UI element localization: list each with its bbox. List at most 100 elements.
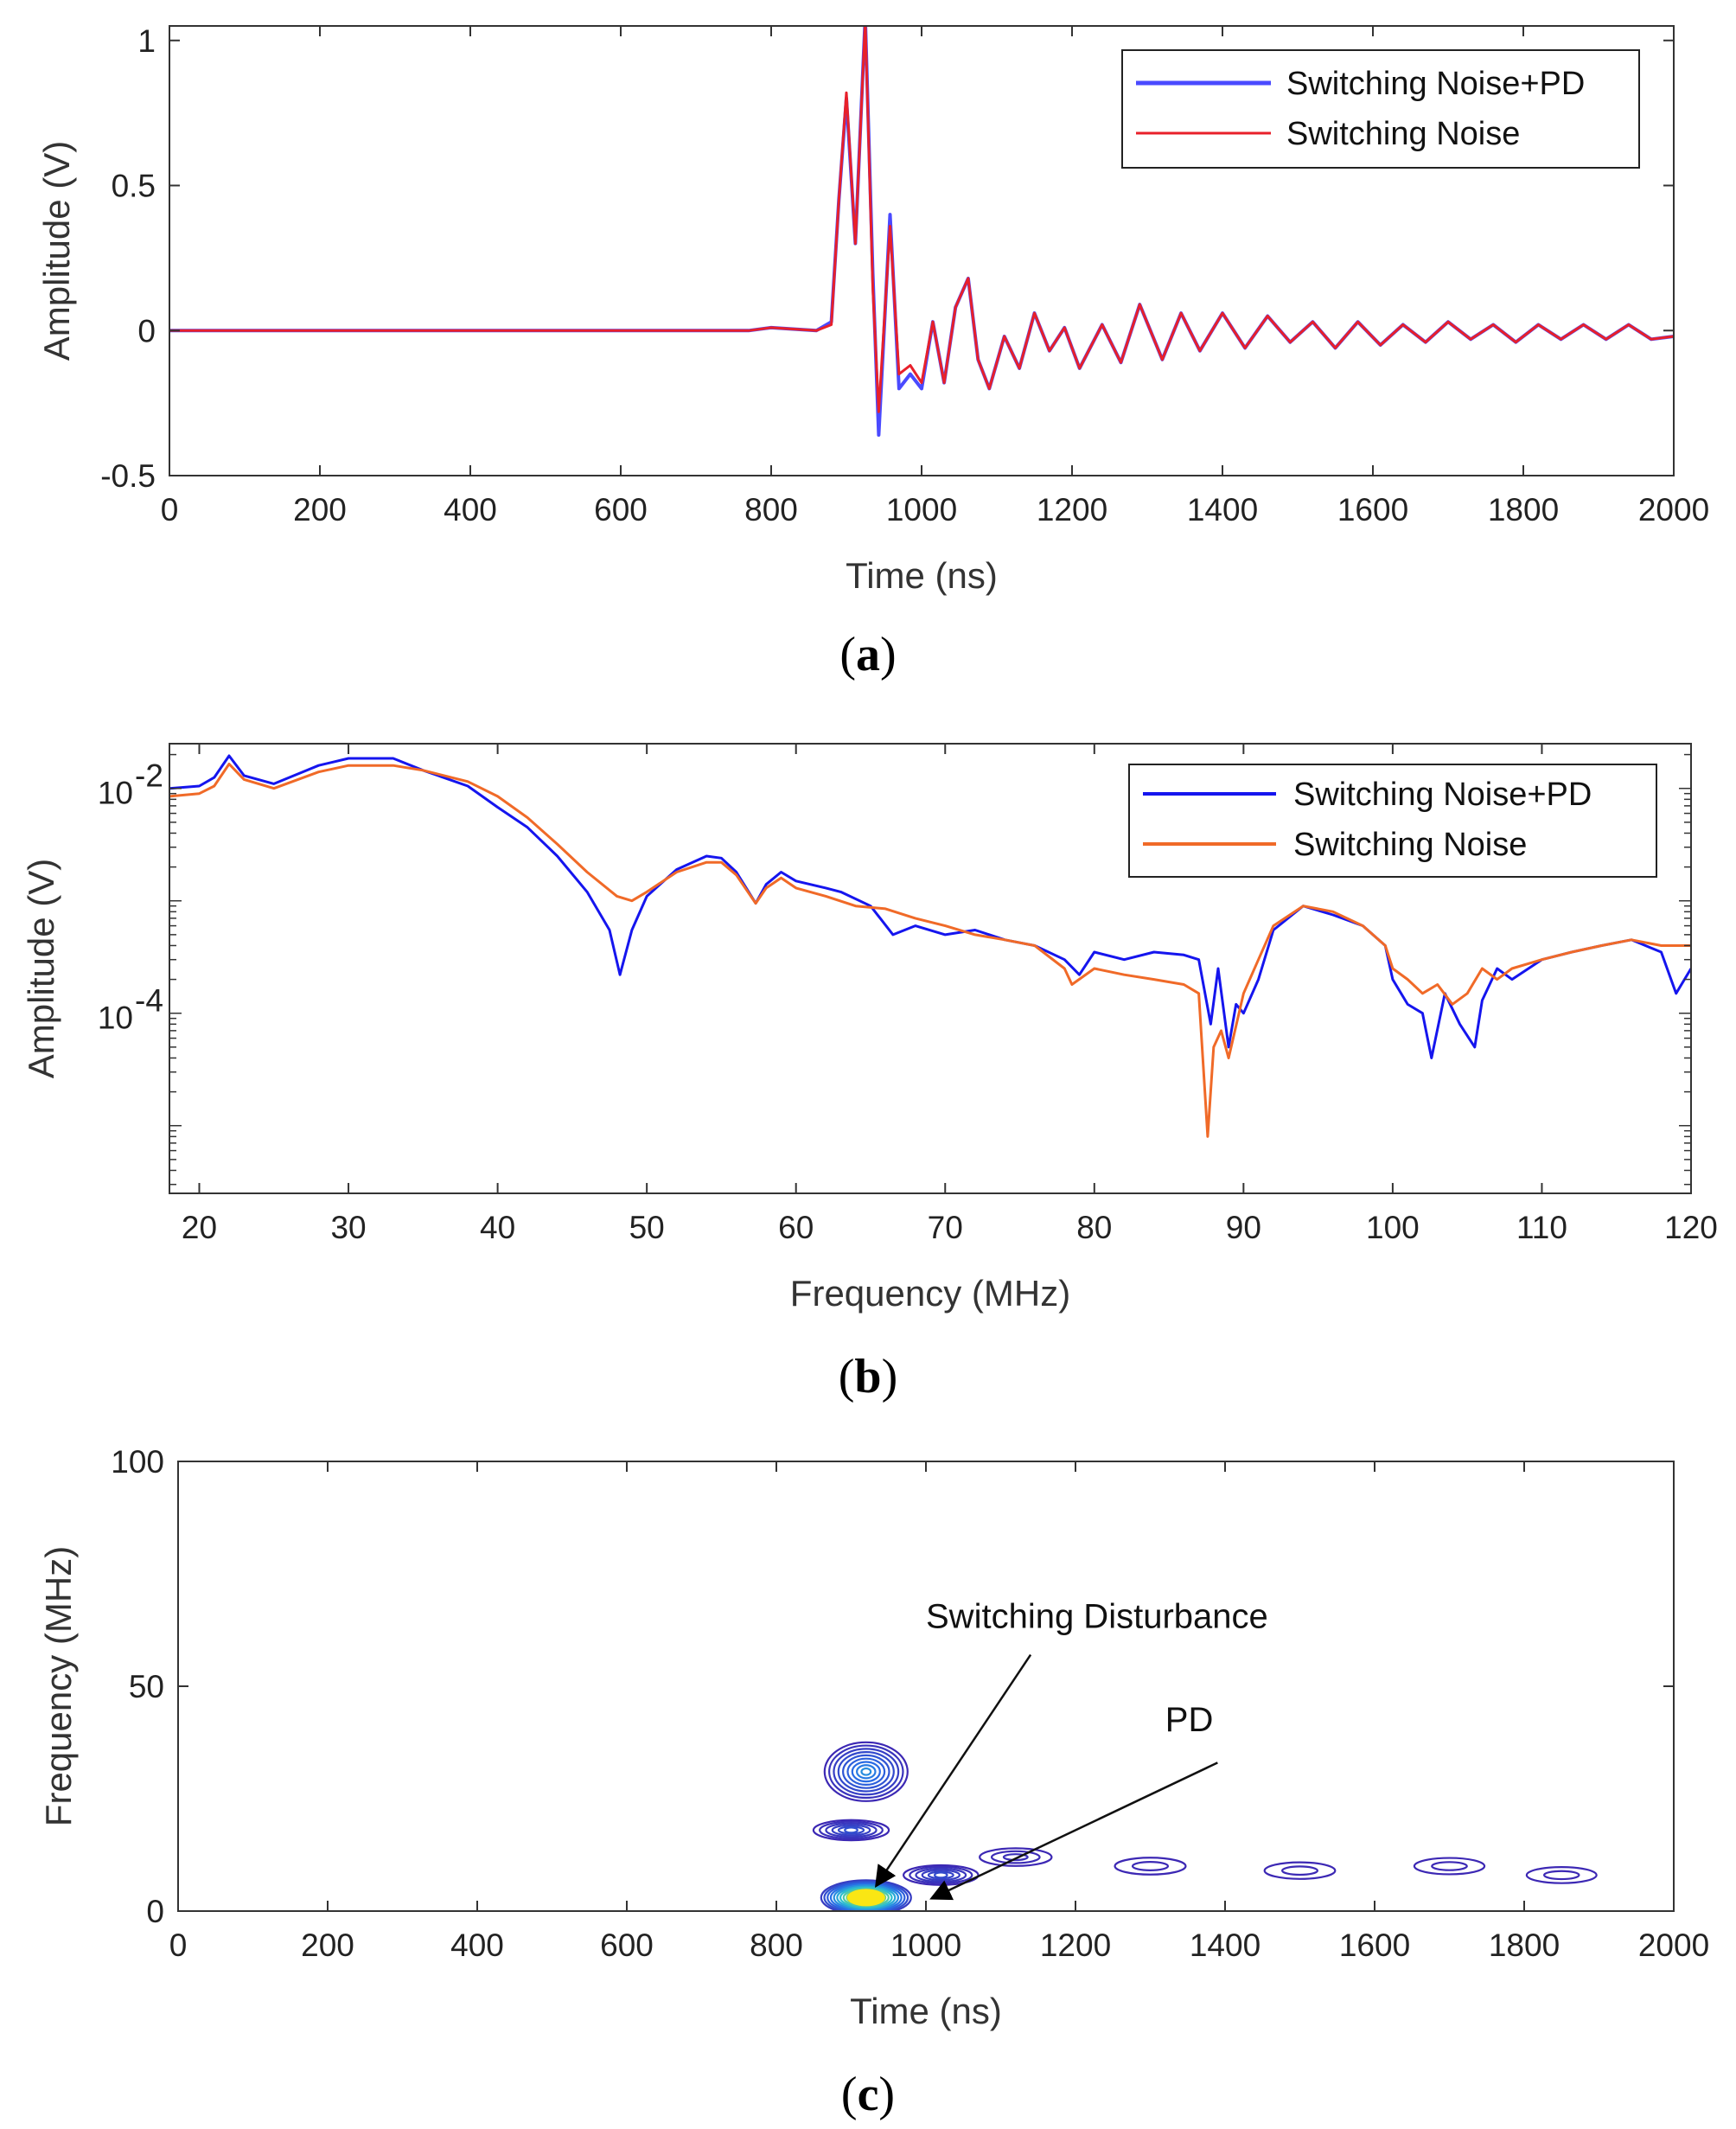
panel-a-x-tick-label: 2000	[1638, 492, 1709, 527]
panel-a-legend: Switching Noise+PD Switching Noise	[1121, 49, 1640, 169]
panel-c-caption: (c)	[841, 2068, 895, 2121]
panel-b-legend: Switching Noise+PD Switching Noise	[1128, 764, 1657, 878]
panel-a-legend-label-noise: Switching Noise	[1286, 116, 1520, 152]
panel-b-x-tick-label: 90	[1226, 1210, 1261, 1245]
panel-c-contour-line	[844, 1826, 858, 1834]
panel-a: 0 200 400 600 800 1000 1200 1400 1600 1800 2000 -0…	[36, 23, 1709, 681]
panel-c-contour-line	[1431, 1861, 1468, 1871]
panel-c-contour-line	[1525, 1865, 1598, 1884]
panel-a-x-tick-label: 400	[444, 492, 497, 527]
panel-a-x-tick-label: 1400	[1187, 492, 1258, 527]
panel-c-x-axis-label: Time (ns)	[850, 1991, 1002, 2031]
panel-c-contour-line	[828, 1744, 904, 1800]
panel-c-contour-line	[846, 1757, 886, 1787]
panel-b: 20 30 40 50 60 70 80 90 100 110 120 10-410-2 Frequ…	[21, 743, 1718, 1403]
panel-b-x-tick-label: 100	[1366, 1210, 1420, 1245]
panel-c-contour-line	[833, 1748, 900, 1796]
panel-c-contour-core	[846, 1889, 885, 1907]
panel-b-caption: (b)	[839, 1350, 897, 1403]
panel-a-x-axis-label: Time (ns)	[846, 555, 998, 596]
panel-b-caption-letter: b	[854, 1350, 881, 1403]
panel-b-axes-box	[169, 743, 1692, 1194]
panel-c-annotation-arrow	[874, 1653, 1032, 1888]
panel-b-x-tick-label: 20	[182, 1210, 217, 1245]
panel-c-x-tick-label: 0	[169, 1928, 188, 1963]
panel-c-contour-line	[990, 1850, 1041, 1864]
panel-c-contour-line	[921, 1869, 961, 1882]
panel-b-legend-label-noise: Switching Noise	[1293, 827, 1527, 863]
panel-c-contour-line	[842, 1754, 890, 1789]
panel-c-contour-line	[833, 1884, 900, 1911]
panel-b-y-ticks: 10-410-2	[98, 753, 1691, 1186]
panel-b-series-lines	[169, 754, 1691, 1138]
panel-b-x-tick-label: 110	[1516, 1210, 1567, 1245]
panel-a-x-tick-label: 200	[293, 492, 347, 527]
panel-c-annotation-label: Switching Disturbance	[926, 1597, 1268, 1635]
panel-c-y-ticks: 0 50 100	[111, 1444, 1674, 1929]
panel-b-x-tick-label: 120	[1664, 1210, 1718, 1245]
panel-a-y-axis-label: Amplitude (V)	[36, 141, 77, 361]
panel-b-x-tick-label: 80	[1076, 1210, 1112, 1245]
panel-c-contours	[812, 1741, 1598, 1911]
panel-c-contour-line	[934, 1871, 948, 1879]
panel-a-x-tick-label: 1800	[1488, 492, 1559, 527]
panel-a-x-tick-label: 800	[744, 492, 798, 527]
panel-b-x-tick-label: 70	[928, 1210, 963, 1245]
panel-b-legend-label-noise-pd: Switching Noise+PD	[1293, 777, 1592, 813]
panel-c-contour-line	[823, 1880, 909, 1911]
panel-c-y-tick-label: 50	[129, 1669, 164, 1704]
panel-a-series-noise	[169, 26, 1674, 413]
panel-b-x-tick-label: 50	[629, 1210, 665, 1245]
panel-b-y-tick-exponent: -2	[135, 758, 163, 794]
panel-c-contour-line	[979, 1847, 1053, 1867]
panel-c-contour-line	[823, 1741, 909, 1802]
panel-c-contour-line	[819, 1820, 884, 1840]
panel-c-y-axis-label: Frequency (MHz)	[38, 1546, 79, 1826]
panel-a-x-tick-label: 1000	[886, 492, 957, 527]
panel-c-contour-line	[1131, 1861, 1170, 1871]
panel-c-x-tick-label: 2000	[1638, 1928, 1709, 1963]
panel-c-x-tick-label: 1600	[1339, 1928, 1410, 1963]
panel-a-legend-label-noise-pd: Switching Noise+PD	[1286, 66, 1585, 102]
panel-a-y-ticks: -0.5 0 0.5 1	[100, 23, 1674, 494]
panel-b-x-tick-label: 40	[480, 1210, 515, 1245]
panel-c-annotation-label: PD	[1165, 1701, 1214, 1739]
panel-c-contour-line	[1002, 1853, 1029, 1862]
panel-b-y-tick-exponent: -4	[135, 983, 163, 1019]
panel-a-series-lines	[169, 26, 1674, 437]
panel-a-x-tick-label: 0	[161, 492, 179, 527]
panel-a-legend-box	[1121, 49, 1640, 169]
panel-c-contour-line	[820, 1879, 912, 1911]
panel-c-x-tick-label: 1000	[890, 1928, 961, 1963]
panel-c-x-tick-label: 1200	[1040, 1928, 1111, 1963]
panel-c-annotation-arrow	[929, 1761, 1218, 1901]
panel-a-x-tick-label: 1200	[1037, 492, 1107, 527]
panel-a-x-ticks: 0 200 400 600 800 1000 1200 1400 1600 1800 2000	[161, 26, 1709, 527]
panel-c-contour-line	[1280, 1865, 1318, 1876]
panel-c-y-tick-label: 0	[146, 1894, 164, 1929]
panel-c-contour-line	[825, 1822, 878, 1838]
panel-a-caption-letter: a	[856, 628, 880, 681]
panel-c-contour-line	[1263, 1861, 1337, 1880]
panel-b-x-tick-label: 30	[330, 1210, 366, 1245]
panel-c-x-tick-label: 200	[301, 1928, 354, 1963]
panel-c-contour-line	[829, 1883, 903, 1911]
panel-c: 0 200 400 600 800 1000 1200 1400 1600 1800 2000 0 5…	[38, 1444, 1709, 2121]
panel-c-axes-box	[177, 1461, 1675, 1912]
panel-c-contour-line	[837, 1751, 895, 1793]
panel-c-contour-line	[836, 1885, 897, 1910]
panel-b-legend-box	[1128, 764, 1657, 878]
panel-b-x-ticks: 20 30 40 50 60 70 80 90 100 110 120	[182, 744, 1718, 1245]
panel-b-y-tick-label: 10	[98, 1001, 133, 1036]
panel-c-x-tick-label: 400	[450, 1928, 504, 1963]
panel-a-y-tick-label: 1	[137, 23, 156, 59]
panel-c-contour-line	[839, 1886, 893, 1908]
panel-c-x-tick-label: 1800	[1489, 1928, 1560, 1963]
panel-b-y-tick-label: 10	[98, 776, 133, 811]
panel-c-x-tick-label: 1400	[1190, 1928, 1261, 1963]
panel-c-x-ticks: 0 200 400 600 800 1000 1200 1400 1600 1800 2000	[169, 1461, 1709, 1963]
panel-c-contour-line	[831, 1824, 871, 1837]
panel-b-x-axis-label: Frequency (MHz)	[790, 1273, 1070, 1314]
panel-c-contour-line	[851, 1761, 881, 1783]
